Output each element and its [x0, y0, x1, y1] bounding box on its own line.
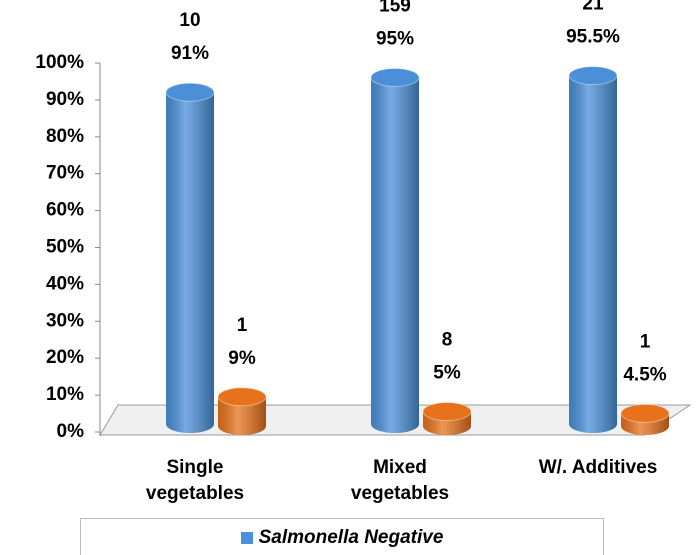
bar-shade	[166, 92, 214, 434]
y-tick-label: 30%	[46, 310, 84, 331]
y-tick-label: 50%	[46, 237, 84, 258]
count-label: 10	[179, 10, 200, 31]
count-label: 1	[237, 315, 248, 336]
value-label: 91%	[171, 43, 209, 64]
value-label: 95%	[376, 28, 414, 49]
value-label: 4.5%	[623, 364, 666, 385]
y-tick-label: 40%	[46, 273, 84, 294]
count-label: 159	[379, 0, 411, 16]
y-tick-label: 10%	[46, 384, 84, 405]
value-label: 95.5%	[566, 27, 620, 48]
y-tick-label: 80%	[46, 126, 84, 147]
bar-top	[568, 66, 618, 86]
bar-top	[620, 403, 670, 423]
value-label: 5%	[433, 363, 461, 384]
legend: Salmonella Negative	[80, 518, 604, 555]
y-tick-label: 20%	[46, 347, 84, 368]
bar-shade	[371, 77, 419, 433]
bar-top	[217, 387, 267, 407]
bar-shade	[569, 75, 617, 433]
y-tick-label: 60%	[46, 200, 84, 221]
x-tick-label: Single vegetables	[145, 457, 245, 504]
bar-shade	[218, 396, 266, 435]
x-tick-label: Mixed vegetables	[350, 457, 450, 504]
legend-label: Salmonella Negative	[258, 527, 444, 548]
y-tick-label: 90%	[46, 89, 84, 110]
legend-swatch	[240, 532, 253, 544]
bar-top	[422, 402, 472, 422]
x-tick-label: W/. Additives	[538, 457, 658, 478]
value-label: 9%	[228, 348, 256, 369]
count-label: 21	[582, 0, 604, 15]
count-label: 1	[640, 331, 651, 352]
y-tick-label: 100%	[35, 52, 84, 73]
count-label: 8	[442, 330, 453, 351]
bar-top	[370, 67, 420, 87]
y-tick-label: 0%	[57, 421, 85, 442]
bar-top	[165, 82, 215, 102]
y-tick-label: 70%	[46, 163, 84, 184]
